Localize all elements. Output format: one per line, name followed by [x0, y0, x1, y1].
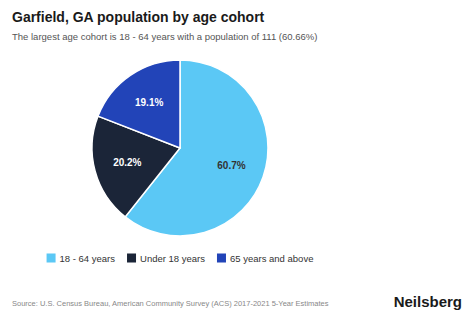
legend-swatch — [217, 254, 226, 263]
legend-label: Under 18 years — [140, 253, 205, 264]
legend-swatch — [47, 254, 56, 263]
data-label: 20.2% — [113, 157, 141, 168]
data-label: 19.1% — [135, 97, 163, 108]
legend-item: 18 - 64 years — [47, 253, 116, 264]
pie-slice — [98, 60, 180, 148]
data-labels: 60.7% 20.2% 19.1% — [113, 97, 246, 171]
legend-swatch — [127, 254, 136, 263]
subtitle: The largest age cohort is 18 - 64 years … — [12, 31, 317, 42]
legend-label: 65 years and above — [230, 253, 313, 264]
legend-label: 18 - 64 years — [60, 253, 116, 264]
source-note: Source: U.S. Census Bureau, American Com… — [12, 299, 329, 308]
legend-item: Under 18 years — [127, 253, 205, 264]
background — [0, 0, 474, 316]
legend: 18 - 64 years Under 18 years 65 years and … — [47, 253, 314, 264]
legend-item: 65 years and above — [217, 253, 313, 264]
chart: Garfield, GA population by age cohort The… — [0, 0, 474, 316]
pie — [92, 60, 268, 236]
brand: Neilsberg — [394, 293, 462, 310]
data-label: 60.7% — [217, 160, 245, 171]
title: Garfield, GA population by age cohort — [12, 9, 265, 25]
